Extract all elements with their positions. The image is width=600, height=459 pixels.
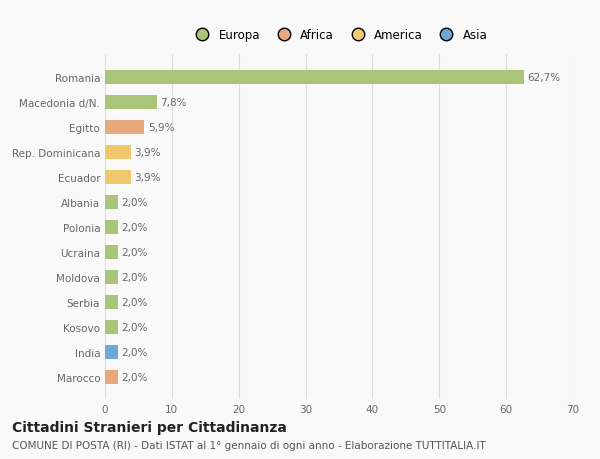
Bar <box>105 320 118 334</box>
Bar <box>105 170 131 184</box>
Text: 2,0%: 2,0% <box>122 372 148 382</box>
Text: 3,9%: 3,9% <box>134 147 161 157</box>
Bar <box>105 121 145 134</box>
Text: 3,9%: 3,9% <box>134 172 161 182</box>
Bar <box>105 270 118 284</box>
Text: COMUNE DI POSTA (RI) - Dati ISTAT al 1° gennaio di ogni anno - Elaborazione TUTT: COMUNE DI POSTA (RI) - Dati ISTAT al 1° … <box>12 440 486 450</box>
Bar <box>105 370 118 384</box>
Text: 5,9%: 5,9% <box>148 123 174 133</box>
Bar <box>105 146 131 159</box>
Text: 2,0%: 2,0% <box>122 222 148 232</box>
Text: 2,0%: 2,0% <box>122 247 148 257</box>
Text: 2,0%: 2,0% <box>122 197 148 207</box>
Text: 2,0%: 2,0% <box>122 347 148 357</box>
Bar <box>105 95 157 109</box>
Text: 2,0%: 2,0% <box>122 297 148 307</box>
Bar <box>105 71 524 84</box>
Bar <box>105 220 118 234</box>
Text: 7,8%: 7,8% <box>160 97 187 107</box>
Text: Cittadini Stranieri per Cittadinanza: Cittadini Stranieri per Cittadinanza <box>12 420 287 434</box>
Legend: Europa, Africa, America, Asia: Europa, Africa, America, Asia <box>190 29 488 42</box>
Text: 62,7%: 62,7% <box>527 73 560 83</box>
Bar <box>105 196 118 209</box>
Text: 2,0%: 2,0% <box>122 322 148 332</box>
Bar <box>105 345 118 359</box>
Text: 2,0%: 2,0% <box>122 272 148 282</box>
Bar <box>105 295 118 309</box>
Bar <box>105 245 118 259</box>
